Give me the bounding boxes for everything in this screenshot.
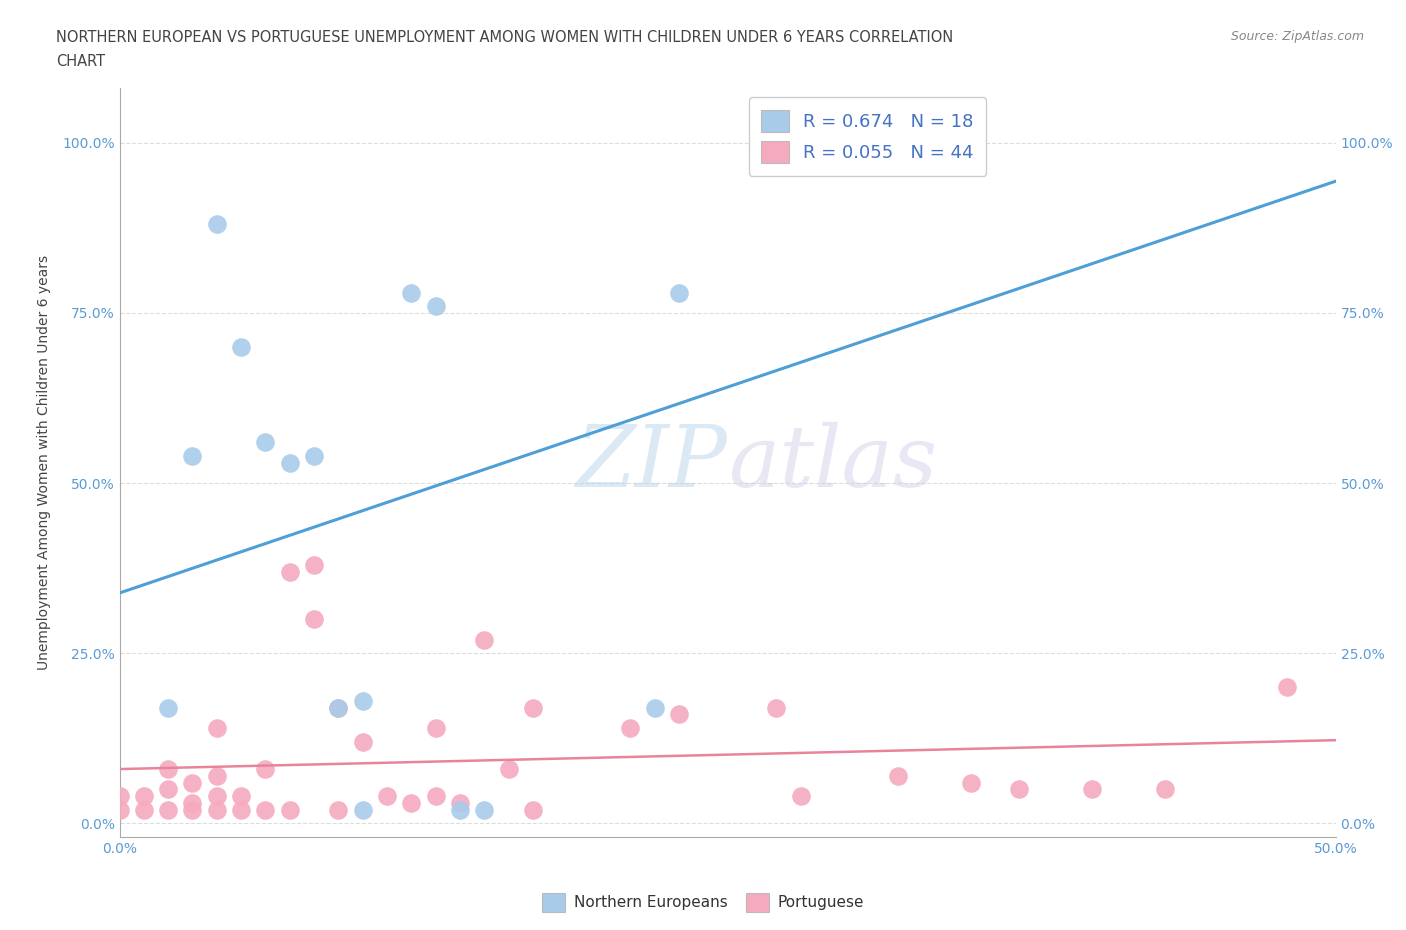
Point xyxy=(205,217,228,232)
Point xyxy=(328,700,350,715)
Point xyxy=(278,803,301,817)
Point xyxy=(425,299,447,313)
Point xyxy=(644,700,666,715)
Point xyxy=(132,789,155,804)
Point xyxy=(302,612,325,627)
Point xyxy=(668,707,690,722)
Point xyxy=(959,775,981,790)
Text: atlas: atlas xyxy=(728,421,936,504)
Point xyxy=(472,803,496,817)
Point xyxy=(352,803,374,817)
Point xyxy=(181,795,204,810)
Point xyxy=(205,768,228,783)
Point xyxy=(1081,782,1104,797)
Point xyxy=(181,775,204,790)
Point xyxy=(157,782,180,797)
Point xyxy=(522,700,544,715)
Point xyxy=(108,803,131,817)
Point xyxy=(157,762,180,777)
Point xyxy=(328,803,350,817)
Point xyxy=(157,700,180,715)
Point xyxy=(205,803,228,817)
Y-axis label: Unemployment Among Women with Children Under 6 years: Unemployment Among Women with Children U… xyxy=(37,255,51,671)
Legend: R = 0.674   N = 18, R = 0.055   N = 44: R = 0.674 N = 18, R = 0.055 N = 44 xyxy=(749,98,986,176)
Point xyxy=(231,789,253,804)
Point xyxy=(1008,782,1031,797)
Point xyxy=(522,803,544,817)
Point xyxy=(328,700,350,715)
Point xyxy=(181,448,204,463)
Point xyxy=(375,789,398,804)
Point xyxy=(401,286,423,300)
Point xyxy=(1275,680,1298,695)
Point xyxy=(181,803,204,817)
Point xyxy=(765,700,787,715)
Point xyxy=(352,694,374,709)
Point xyxy=(887,768,910,783)
Point xyxy=(498,762,520,777)
Point xyxy=(157,803,180,817)
Point xyxy=(231,803,253,817)
Point xyxy=(425,789,447,804)
Point xyxy=(254,762,277,777)
Point xyxy=(814,149,837,164)
Point xyxy=(278,456,301,471)
Point xyxy=(302,557,325,572)
Point xyxy=(449,795,471,810)
Point xyxy=(838,149,860,164)
Point xyxy=(278,565,301,579)
Point xyxy=(789,789,811,804)
Point xyxy=(352,735,374,750)
Point xyxy=(472,632,496,647)
Text: NORTHERN EUROPEAN VS PORTUGUESE UNEMPLOYMENT AMONG WOMEN WITH CHILDREN UNDER 6 Y: NORTHERN EUROPEAN VS PORTUGUESE UNEMPLOY… xyxy=(56,30,953,45)
Point xyxy=(449,803,471,817)
Point xyxy=(425,721,447,736)
Point xyxy=(205,721,228,736)
Point xyxy=(205,789,228,804)
Point xyxy=(108,789,131,804)
Point xyxy=(231,339,253,354)
Text: ZIP: ZIP xyxy=(575,421,728,504)
Point xyxy=(668,286,690,300)
Point xyxy=(254,803,277,817)
Point xyxy=(619,721,641,736)
Point xyxy=(254,435,277,450)
Text: Source: ZipAtlas.com: Source: ZipAtlas.com xyxy=(1230,30,1364,43)
Text: CHART: CHART xyxy=(56,54,105,69)
Point xyxy=(1154,782,1177,797)
Legend: Northern Europeans, Portuguese: Northern Europeans, Portuguese xyxy=(536,887,870,918)
Point xyxy=(132,803,155,817)
Point xyxy=(401,795,423,810)
Point xyxy=(302,448,325,463)
